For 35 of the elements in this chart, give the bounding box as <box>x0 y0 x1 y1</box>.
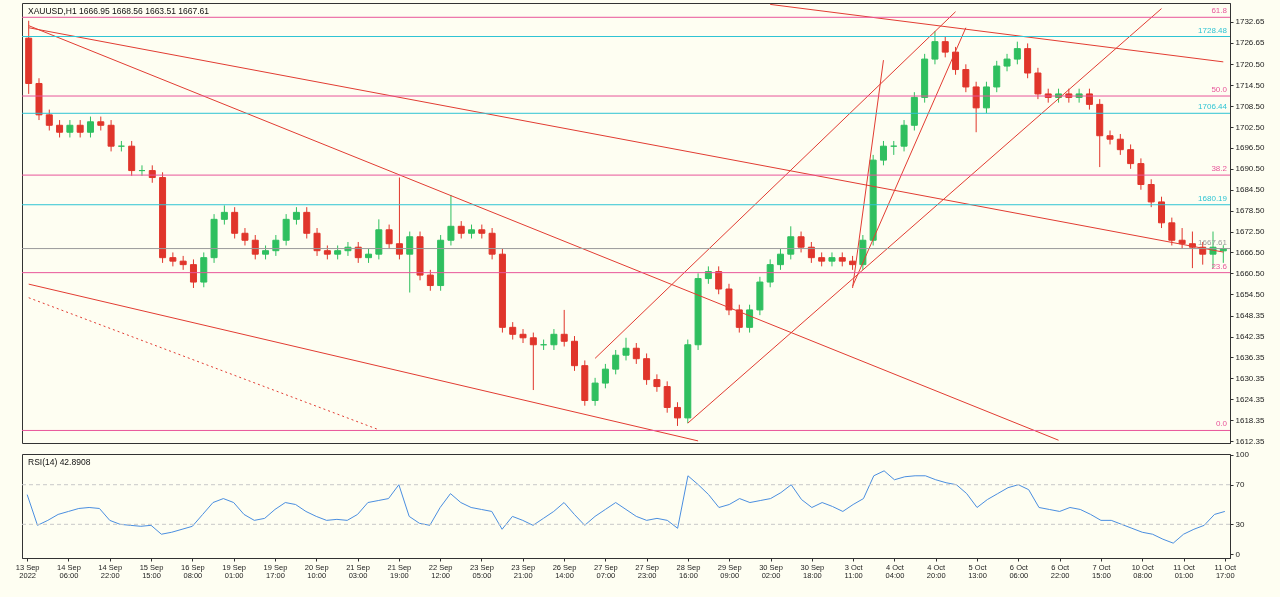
ref-line-label: 1706.44 <box>1198 102 1228 112</box>
annotation: 0.0 <box>1215 419 1228 429</box>
y-tick-label: 1660.50 <box>1235 268 1265 278</box>
y-tick-label: 1720.50 <box>1235 59 1265 69</box>
annotation: 38.2 <box>1211 164 1228 174</box>
y-tick-label: 1714.50 <box>1235 80 1265 90</box>
y-tick-label: 1678.50 <box>1235 206 1265 216</box>
y-tick-label: 0 <box>1235 549 1241 559</box>
y-tick-label: 1618.35 <box>1235 415 1265 425</box>
annotation: 61.8 <box>1211 6 1228 16</box>
y-tick-label: 1648.35 <box>1235 311 1265 321</box>
y-tick-label: 1732.65 <box>1235 17 1265 27</box>
y-tick-label: 30 <box>1235 519 1245 529</box>
y-tick-label: 1654.50 <box>1235 289 1265 299</box>
ref-line-label: 1728.48 <box>1198 25 1228 35</box>
y-tick-label: 1630.35 <box>1235 373 1265 383</box>
ref-line-label: 1680.19 <box>1198 193 1228 203</box>
y-tick-label: 1708.50 <box>1235 101 1265 111</box>
y-tick-label: 1684.50 <box>1235 185 1265 195</box>
annotation: 23.6 <box>1211 261 1228 271</box>
y-tick-label: 1612.35 <box>1235 436 1265 446</box>
y-tick-label: 1666.50 <box>1235 247 1265 257</box>
y-tick-label: 100 <box>1235 450 1250 460</box>
y-tick-label: 1726.65 <box>1235 38 1265 48</box>
y-tick-label: 1636.35 <box>1235 352 1265 362</box>
y-tick-label: 1696.50 <box>1235 143 1265 153</box>
y-tick-label: 1642.35 <box>1235 332 1265 342</box>
y-tick-label: 1690.50 <box>1235 164 1265 174</box>
chart-title: XAUUSD,H1 1666.95 1668.56 1663.51 1667.61 <box>28 6 210 16</box>
y-tick-label: 1672.50 <box>1235 227 1265 237</box>
y-tick-label: 1702.50 <box>1235 122 1265 132</box>
annotation: 50.0 <box>1211 85 1228 95</box>
y-tick-label: 70 <box>1235 480 1245 490</box>
y-tick-label: 1624.35 <box>1235 394 1265 404</box>
chart-title: RSI(14) 42.8908 <box>28 457 91 467</box>
